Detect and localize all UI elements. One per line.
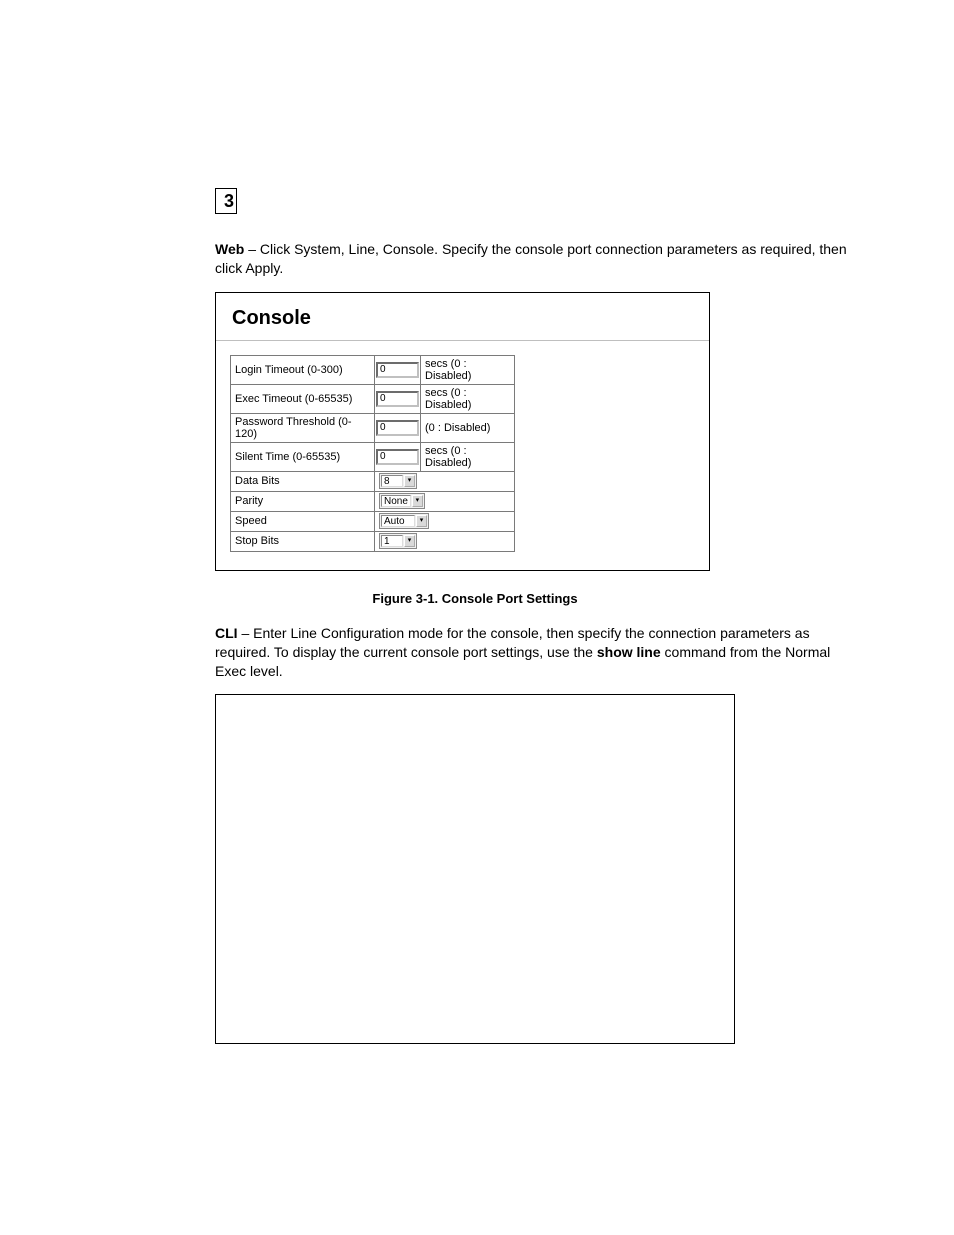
dropdown-icon: ▾ <box>412 495 423 507</box>
chapter-number: 3 <box>224 192 234 210</box>
cell-exec-timeout-input <box>375 384 421 413</box>
row-data-bits: Data Bits 8▾ <box>231 471 515 491</box>
speed-select[interactable]: Auto▾ <box>379 513 429 529</box>
cell-speed: Auto▾ <box>375 511 515 531</box>
row-stop-bits: Stop Bits 1▾ <box>231 531 515 551</box>
page-content: 3 Web – Click System, Line, Console. Spe… <box>0 0 954 1104</box>
cli-label: CLI <box>215 625 238 641</box>
cell-data-bits: 8▾ <box>375 471 515 491</box>
cell-silent-time-input <box>375 442 421 471</box>
data-bits-value: 8 <box>381 475 403 487</box>
cli-instructions: CLI – Enter Line Configuration mode for … <box>215 624 854 681</box>
cell-login-timeout-input <box>375 355 421 384</box>
suffix-password-threshold: (0 : Disabled) <box>421 413 515 442</box>
label-login-timeout: Login Timeout (0-300) <box>231 355 375 384</box>
cell-stop-bits: 1▾ <box>375 531 515 551</box>
row-exec-timeout: Exec Timeout (0-65535) secs (0 : Disable… <box>231 384 515 413</box>
stop-bits-select[interactable]: 1▾ <box>379 533 417 549</box>
label-data-bits: Data Bits <box>231 471 375 491</box>
data-bits-select[interactable]: 8▾ <box>379 473 417 489</box>
dropdown-icon: ▾ <box>404 535 415 547</box>
dropdown-icon: ▾ <box>416 515 427 527</box>
show-line-cmd: show line <box>597 644 661 660</box>
row-parity: Parity None▾ <box>231 491 515 511</box>
row-speed: Speed Auto▾ <box>231 511 515 531</box>
label-exec-timeout: Exec Timeout (0-65535) <box>231 384 375 413</box>
label-speed: Speed <box>231 511 375 531</box>
parity-select[interactable]: None▾ <box>379 493 425 509</box>
speed-value: Auto <box>381 515 415 527</box>
parity-value: None <box>381 495 411 507</box>
suffix-silent-time: secs (0 : Disabled) <box>421 442 515 471</box>
exec-timeout-input[interactable] <box>376 391 419 407</box>
row-silent-time: Silent Time (0-65535) secs (0 : Disabled… <box>231 442 515 471</box>
silent-time-input[interactable] <box>376 449 419 465</box>
console-settings-table: Login Timeout (0-300) secs (0 : Disabled… <box>230 355 515 552</box>
web-text: – Click System, Line, Console. Specify t… <box>215 241 847 276</box>
cell-parity: None▾ <box>375 491 515 511</box>
label-parity: Parity <box>231 491 375 511</box>
label-password-threshold: Password Threshold (0-120) <box>231 413 375 442</box>
chapter-marker: 3 <box>215 188 237 214</box>
password-threshold-input[interactable] <box>376 420 419 436</box>
cli-output-box <box>215 694 735 1044</box>
row-password-threshold: Password Threshold (0-120) (0 : Disabled… <box>231 413 515 442</box>
figure-caption: Figure 3-1. Console Port Settings <box>215 591 735 606</box>
dropdown-icon: ▾ <box>404 475 415 487</box>
suffix-login-timeout: secs (0 : Disabled) <box>421 355 515 384</box>
row-login-timeout: Login Timeout (0-300) secs (0 : Disabled… <box>231 355 515 384</box>
label-stop-bits: Stop Bits <box>231 531 375 551</box>
stop-bits-value: 1 <box>381 535 403 547</box>
login-timeout-input[interactable] <box>376 362 419 378</box>
label-silent-time: Silent Time (0-65535) <box>231 442 375 471</box>
web-label: Web <box>215 241 244 257</box>
web-instructions: Web – Click System, Line, Console. Speci… <box>215 240 854 278</box>
suffix-exec-timeout: secs (0 : Disabled) <box>421 384 515 413</box>
console-panel: Console Login Timeout (0-300) secs (0 : … <box>215 292 710 571</box>
panel-title: Console <box>216 307 709 341</box>
cell-password-threshold-input <box>375 413 421 442</box>
